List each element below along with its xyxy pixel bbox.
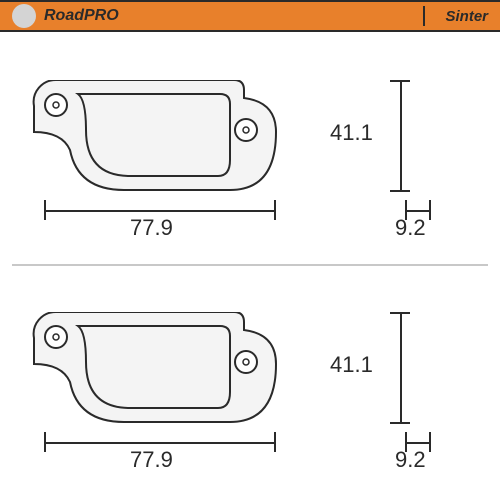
brake-pad-outline-2	[30, 312, 280, 432]
pad-row-2: 77.9 41.1 9.2	[0, 272, 500, 482]
dim-tick	[44, 200, 46, 220]
dim-tick	[274, 200, 276, 220]
header-right: Sinter	[423, 6, 488, 26]
height-value-2: 41.1	[330, 352, 373, 378]
dim-height-line-2	[400, 312, 402, 424]
dim-thick-line-1	[405, 210, 431, 212]
width-value-1: 77.9	[130, 215, 173, 241]
dim-tick	[390, 312, 410, 314]
header-divider	[423, 6, 425, 26]
dim-tick	[429, 200, 431, 220]
brake-pad-outline-1	[30, 80, 280, 200]
dim-width-line-2	[44, 442, 276, 444]
dim-thick-line-2	[405, 442, 431, 444]
thickness-value-2: 9.2	[395, 447, 426, 473]
diagram-area: 77.9 41.1 9.2 77.9 41.1 9.2	[0, 32, 500, 500]
height-value-1: 41.1	[330, 120, 373, 146]
brand-label: RoadPRO	[44, 7, 119, 25]
dim-tick	[429, 432, 431, 452]
dim-tick	[390, 80, 410, 82]
header-left: RoadPRO	[12, 4, 119, 28]
dim-height-line-1	[400, 80, 402, 192]
dim-tick	[274, 432, 276, 452]
type-label: Sinter	[445, 8, 488, 25]
dim-tick	[390, 422, 410, 424]
dim-width-line-1	[44, 210, 276, 212]
diagram-container: RoadPRO Sinter 77.9 41.1 9.2	[0, 0, 500, 500]
pad-row-1: 77.9 41.1 9.2	[0, 40, 500, 250]
width-value-2: 77.9	[130, 447, 173, 473]
thickness-value-1: 9.2	[395, 215, 426, 241]
logo-icon	[12, 4, 36, 28]
row-divider	[12, 264, 488, 266]
dim-tick	[44, 432, 46, 452]
header-bar: RoadPRO Sinter	[0, 0, 500, 32]
dim-tick	[390, 190, 410, 192]
